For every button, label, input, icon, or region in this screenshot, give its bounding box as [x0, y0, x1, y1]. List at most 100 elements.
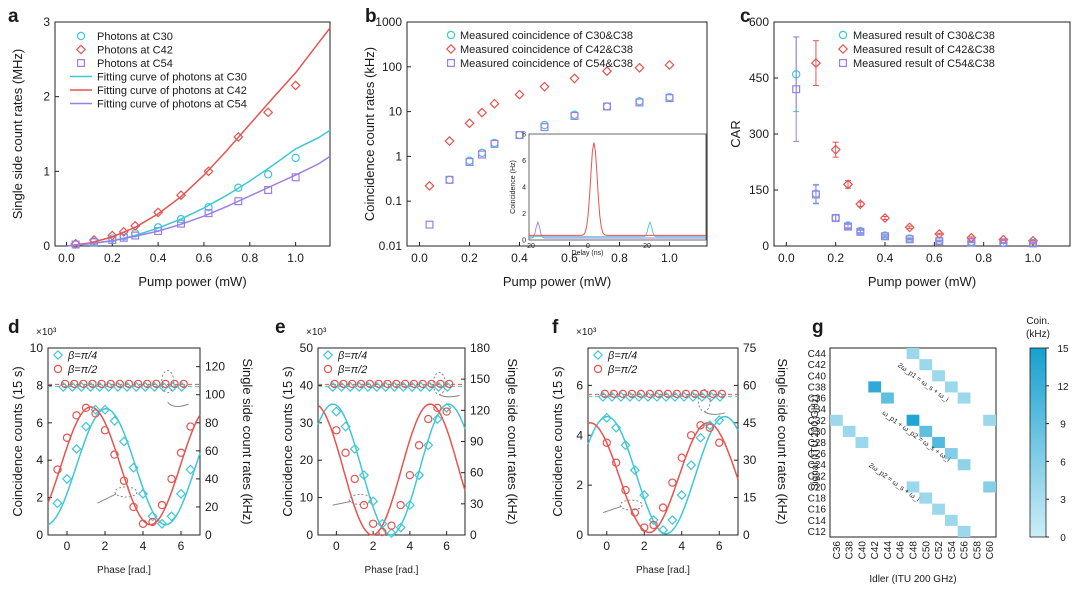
data-point [715, 438, 724, 447]
inset-y-label: Coincidence (Hz) [510, 160, 517, 214]
y-axis-label: Signal (ITU 200 GHz) [810, 395, 821, 491]
data-point [856, 227, 865, 236]
data-point [611, 422, 622, 433]
singles-point [176, 381, 187, 392]
legend-entry: Fitting curve of photons at C30 [97, 72, 247, 84]
colorbar [1029, 347, 1047, 538]
inset-x-tick: 20 [643, 243, 651, 250]
singles-point [690, 389, 700, 399]
x-axis-label: Phase [rad.] [97, 565, 151, 576]
legend-swatch [837, 43, 849, 55]
data-point [621, 485, 630, 495]
y-tick-label: C40 [808, 371, 827, 382]
singles-point [345, 381, 356, 392]
data-point [830, 144, 841, 155]
legend-entry: β=π/4 [67, 350, 97, 362]
y-right-tick-label: 20 [205, 500, 219, 514]
data-point [569, 73, 580, 84]
y-tick-label: C44 [808, 349, 827, 360]
singles-point [687, 391, 699, 402]
x-tick-label: C56 [960, 541, 971, 560]
data-point [570, 111, 579, 120]
fit-curve [587, 422, 739, 534]
fit-curve [47, 406, 201, 526]
heatmap-cell [944, 514, 958, 526]
y-axis-label: Single side count rates (MHz) [10, 49, 25, 220]
singles-point [654, 389, 664, 399]
data-point [378, 527, 387, 537]
data-point [99, 404, 111, 415]
y-tick-label: 100 [382, 60, 402, 74]
singles-point [600, 389, 610, 399]
singles-point [115, 379, 125, 389]
data-point [602, 102, 612, 111]
fit-curve [317, 403, 466, 536]
singles-point [424, 381, 435, 392]
panel-b: b 0.0 0.2 0.4 0.6 0.8 1.0 0.01 0.1 1 10 100 1000 Pump… [362, 6, 708, 289]
y-axis-label: Coincidence counts (15 s) [280, 366, 295, 516]
y-axis-label: Coincidence counts (15 s) [550, 366, 565, 516]
colorbar-title: (kHz) [1026, 329, 1050, 340]
singles-point [70, 379, 79, 389]
data-point [129, 502, 138, 512]
data-point [490, 139, 499, 148]
data-point [601, 66, 613, 77]
data-point [423, 440, 434, 451]
y-tick-label: C22 [808, 471, 827, 482]
singles-point [633, 391, 645, 402]
data-point [611, 458, 621, 467]
inset-x-tick: −20 [523, 243, 535, 250]
axis-multiplier: ×10³ [576, 327, 597, 338]
y-right-tick-label: 120 [205, 360, 225, 374]
legend-entry: Fitting curve of photons at C54 [97, 99, 247, 111]
data-point [368, 496, 379, 507]
x-tick-label: 4 [407, 539, 414, 553]
x-tick-label: 0.8 [241, 251, 258, 265]
data-point [601, 412, 612, 423]
data-point [433, 403, 442, 413]
singles-point [669, 391, 681, 402]
y-tick-label: 2 [43, 90, 50, 104]
heatmap-cell [944, 381, 958, 393]
singles-point [88, 379, 97, 389]
singles-point [371, 381, 382, 392]
singles-point [436, 379, 445, 389]
inset-x-tick: 0 [586, 243, 590, 250]
y-tick-label: 30 [300, 416, 314, 430]
panel-letter: d [8, 317, 20, 338]
y-axis-label: CAR [728, 120, 743, 147]
singles-point [609, 389, 619, 399]
x-tick-label: 0.4 [511, 251, 528, 265]
singles-point [415, 381, 426, 392]
inset-y-tick: 4 [522, 185, 526, 192]
x-tick-label: 0 [603, 539, 610, 553]
y-tick-label: 10 [300, 491, 314, 505]
x-tick-label: 0.4 [150, 251, 167, 265]
data-point [359, 500, 369, 510]
data-point [234, 183, 243, 192]
data-point [137, 488, 149, 499]
x-tick-label: 0.2 [827, 251, 844, 265]
y-tick-label: C18 [808, 494, 827, 505]
arrow-left [332, 500, 352, 506]
data-point [156, 518, 168, 529]
data-point [234, 197, 243, 206]
singles-point [708, 389, 718, 399]
data-point [704, 420, 715, 431]
colorbar-title: Coin. [1026, 316, 1049, 327]
singles-point [339, 379, 348, 389]
x-tick-label: 6 [443, 539, 450, 553]
y-tick-label: C14 [808, 516, 827, 527]
singles-point [651, 391, 663, 402]
x-tick-label: 0.2 [461, 251, 478, 265]
y-tick-label: 450 [749, 71, 769, 85]
heatmap-cell [932, 436, 945, 449]
data-point [999, 239, 1008, 248]
data-point [465, 157, 474, 166]
inset-curve [529, 142, 706, 236]
y-tick-label: 0.01 [379, 239, 403, 253]
plot-frame [54, 21, 331, 247]
singles-point [76, 381, 87, 392]
plot-frame [406, 21, 708, 247]
x-tick-label: 0.8 [611, 251, 628, 265]
